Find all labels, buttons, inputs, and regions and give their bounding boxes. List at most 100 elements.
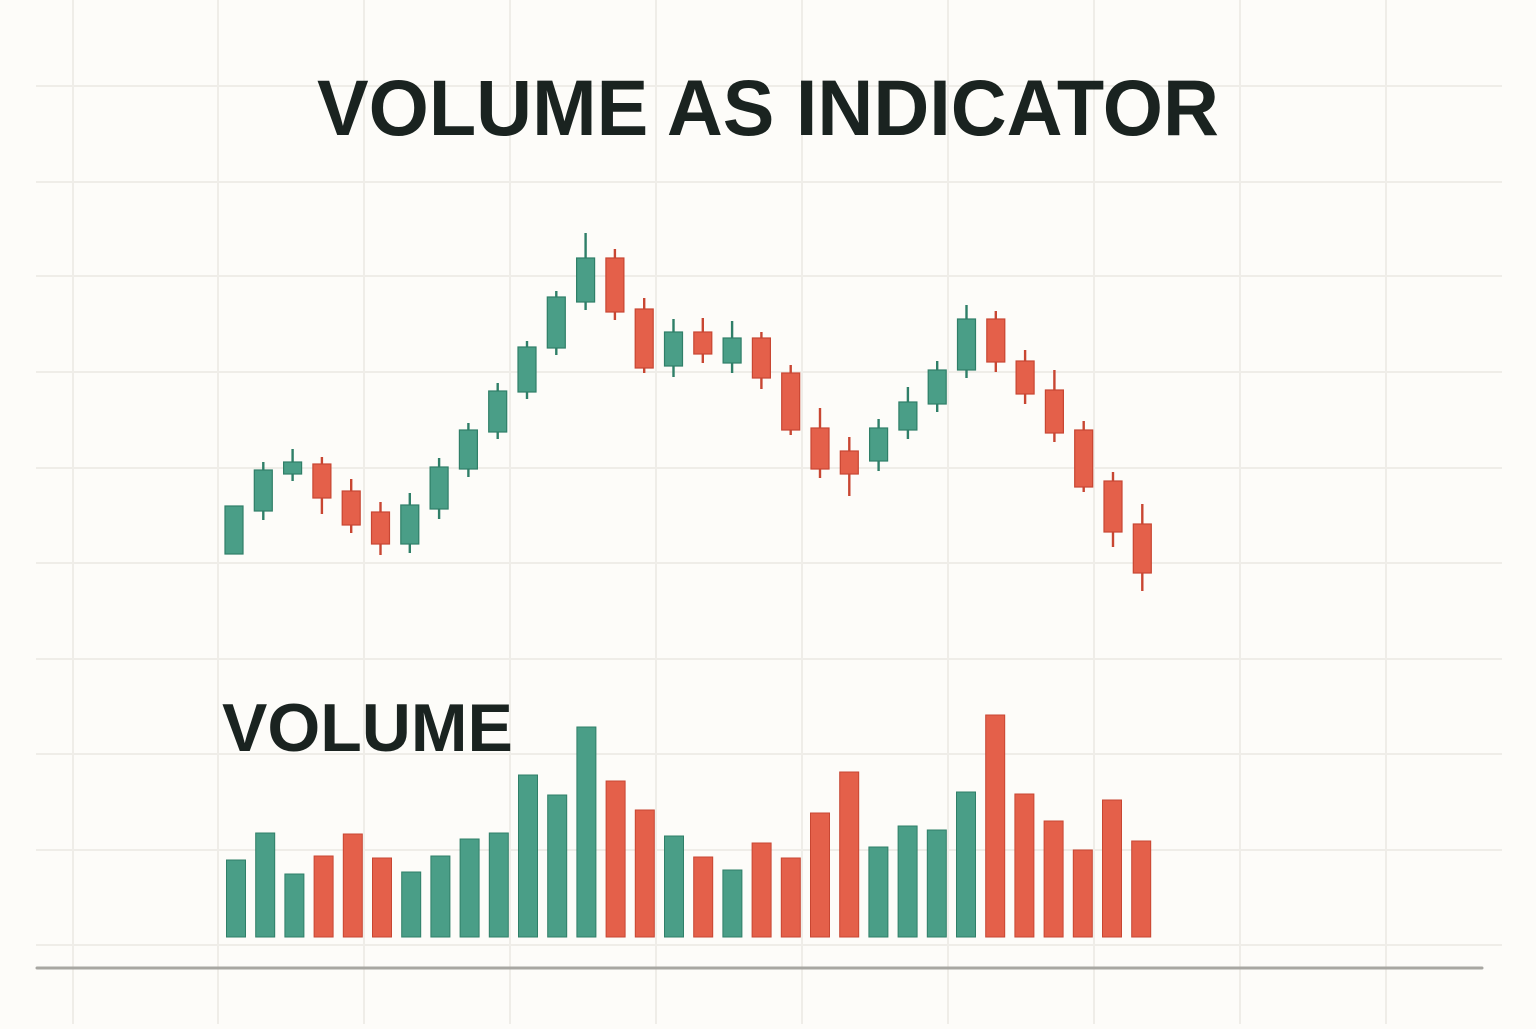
volume-bar — [926, 829, 947, 938]
volume-bar — [780, 857, 801, 938]
candle-body — [1132, 523, 1152, 574]
volume-bar — [868, 846, 889, 938]
volume-bar — [751, 842, 772, 938]
candlestick — [400, 493, 420, 553]
candle-body — [1103, 480, 1123, 533]
candle-body — [283, 461, 303, 475]
chart-title: VOLUME AS INDICATOR — [317, 63, 1219, 152]
candle-body — [693, 331, 713, 355]
candlestick — [605, 249, 625, 320]
candlestick — [488, 383, 508, 439]
candlestick — [224, 505, 244, 555]
volume-bar-series — [226, 714, 1152, 938]
candlestick — [575, 233, 596, 310]
candle-body — [546, 296, 566, 349]
volume-bar — [518, 774, 538, 938]
volume-bar — [1102, 799, 1122, 938]
candlestick — [722, 321, 742, 373]
candlestick — [1015, 350, 1035, 404]
candle-body — [341, 490, 361, 526]
candle-body — [751, 337, 772, 379]
candlestick — [1132, 504, 1152, 591]
volume-bar — [810, 812, 830, 938]
candle-body — [722, 337, 742, 364]
candlestick — [1074, 421, 1094, 492]
volume-bar — [1072, 849, 1093, 938]
candlestick — [956, 305, 977, 378]
candle-body — [605, 257, 625, 313]
volume-bar — [430, 855, 451, 938]
candlestick — [429, 458, 449, 519]
candlestick — [839, 437, 859, 496]
volume-bar — [284, 873, 305, 938]
candlestick — [1103, 472, 1123, 547]
candle-body — [400, 504, 420, 545]
candlestick — [693, 318, 713, 363]
volume-bar — [664, 835, 684, 938]
candlestick — [781, 365, 801, 435]
volume-bar — [1131, 840, 1152, 938]
volume-bar — [897, 825, 918, 938]
volume-bar — [605, 780, 626, 938]
candle-body — [1074, 429, 1094, 488]
volume-bar — [985, 714, 1006, 938]
candle-body — [429, 466, 449, 510]
volume-bar — [488, 832, 509, 938]
candle-body — [370, 511, 391, 545]
volume-bar — [839, 771, 860, 938]
candle-body — [1044, 389, 1065, 434]
candle-body — [986, 318, 1006, 363]
candlestick — [341, 479, 361, 533]
candle-body — [1015, 360, 1035, 395]
volume-bar — [956, 791, 976, 938]
candlestick — [253, 462, 273, 520]
candle-body — [253, 469, 273, 512]
candle-body — [517, 346, 537, 393]
candle-body — [634, 308, 654, 369]
candlestick — [810, 408, 830, 478]
candle-body — [663, 331, 684, 367]
volume-bar — [634, 809, 655, 938]
candle-body — [810, 427, 830, 470]
candlestick — [663, 319, 684, 377]
candlestick — [1044, 370, 1065, 442]
candle-body — [839, 450, 859, 475]
candlestick — [458, 423, 478, 477]
candlestick — [546, 291, 566, 355]
volume-bar — [547, 794, 568, 938]
candle-body — [927, 369, 947, 405]
candle-body — [575, 257, 596, 303]
candlestick — [283, 449, 303, 481]
volume-bar — [226, 859, 246, 938]
volume-bar — [576, 726, 597, 938]
volume-bar — [1043, 820, 1064, 938]
candle-body — [956, 318, 977, 371]
candlestick — [986, 311, 1006, 372]
volume-bar — [401, 871, 422, 938]
volume-bar — [459, 838, 480, 938]
candlestick — [370, 502, 391, 555]
volume-bar — [342, 833, 363, 938]
candlestick — [898, 387, 918, 439]
candlestick — [927, 361, 947, 412]
candlestick — [868, 419, 889, 471]
candlestick — [751, 332, 772, 389]
volume-bar — [1014, 793, 1035, 938]
candle-body — [458, 429, 478, 470]
volume-bar — [313, 855, 334, 938]
volume-bar — [372, 857, 392, 938]
volume-panel-label: VOLUME — [222, 690, 513, 766]
candle-body — [898, 401, 918, 431]
volume-bar — [722, 869, 743, 938]
candle-body — [781, 372, 801, 431]
volume-bar — [255, 832, 276, 938]
candle-body — [224, 505, 244, 555]
candle-body — [868, 427, 889, 462]
candlestick — [517, 341, 537, 399]
candlestick — [312, 457, 332, 514]
candle-body — [312, 463, 332, 499]
volume-bar — [693, 856, 714, 938]
candlestick — [634, 298, 654, 373]
